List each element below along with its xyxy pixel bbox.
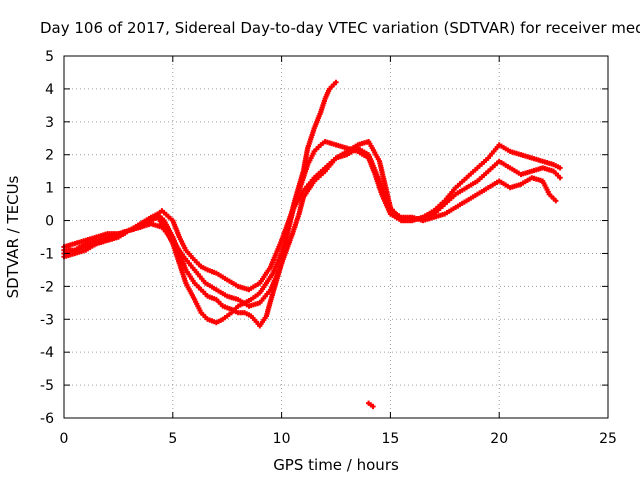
y-tick-label: 5: [45, 49, 54, 65]
chart-title: Day 106 of 2017, Sidereal Day-to-day VTE…: [40, 19, 640, 37]
data-point-plus: [557, 165, 563, 171]
y-tick-label: -4: [40, 345, 54, 361]
y-tick-label: -6: [40, 411, 54, 427]
y-tick-label: 4: [45, 82, 54, 98]
y-tick-label: 3: [45, 115, 54, 131]
x-tick-label: 15: [381, 431, 399, 447]
y-tick-label: 2: [45, 148, 54, 164]
y-tick-label: 0: [45, 214, 54, 230]
x-axis-title: GPS time / hours: [273, 456, 399, 474]
data-series: [61, 145, 559, 293]
x-tick-label: 10: [273, 431, 291, 447]
y-tick-label: -5: [40, 378, 54, 394]
y-tick-label: -3: [40, 312, 54, 328]
y-axis-title: SDTVAR / TECUs: [4, 175, 22, 298]
x-tick-label: 0: [60, 431, 69, 447]
data-point-plus: [557, 175, 563, 181]
data-point-plus: [553, 198, 559, 204]
y-tick-label: 1: [45, 181, 54, 197]
x-tick-label: 5: [168, 431, 177, 447]
axis-tick-labels: 0 5 10 15 20 25 -6 -5 -4 -3 -2 -1 0 1 2 3 4 5: [40, 49, 617, 447]
data-series: [366, 400, 376, 410]
y-tick-label: -2: [40, 279, 54, 295]
grid-lines: [64, 56, 608, 418]
x-tick-label: 20: [490, 431, 508, 447]
data-point-plus: [333, 79, 339, 85]
x-tick-label: 25: [599, 431, 617, 447]
plot-frame: [63, 55, 609, 419]
data-points: [61, 79, 563, 410]
y-tick-label: -1: [40, 246, 54, 262]
axis-ticks: [63, 55, 609, 419]
data-point-plus: [370, 403, 376, 410]
